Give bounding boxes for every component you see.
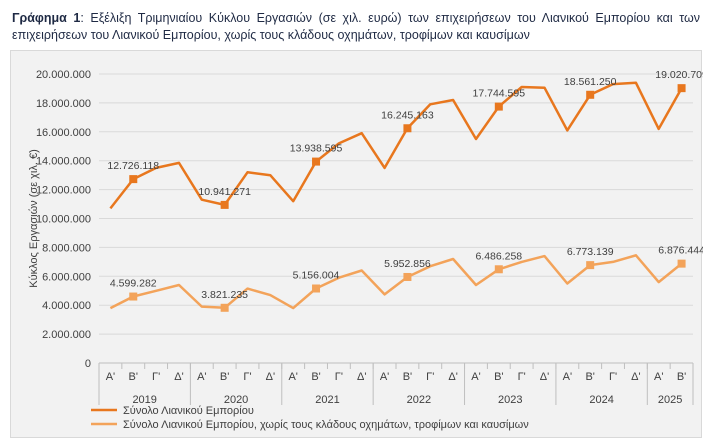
data-label: 6.486.258 xyxy=(475,250,522,262)
data-label: 13.938.595 xyxy=(290,143,343,155)
y-tick-label: 14.000.000 xyxy=(36,156,91,168)
data-point-marker xyxy=(403,272,412,281)
x-tick-label-quarter: Α' xyxy=(654,371,663,383)
x-tick-label-quarter: Γ' xyxy=(335,371,343,383)
data-label: 5.952.856 xyxy=(384,258,431,270)
x-tick-label-quarter: Δ' xyxy=(266,371,275,383)
x-tick-label-quarter: Α' xyxy=(380,371,389,383)
caption-text: : Εξέλιξη Τριμηνιαίου Κύκλου Εργασιών (σ… xyxy=(12,11,700,42)
x-tick-label-year: 2025 xyxy=(658,394,682,406)
data-point-marker xyxy=(586,90,595,99)
data-label: 4.599.282 xyxy=(110,278,157,290)
x-tick-label-quarter: Γ' xyxy=(152,371,160,383)
x-tick-label-quarter: Β' xyxy=(677,371,686,383)
data-label: 19.020.709 xyxy=(655,69,703,81)
data-point-marker xyxy=(586,261,595,270)
data-label: 3.821.235 xyxy=(201,289,248,301)
chart-area: 0 2.000.000 4.000.000 6.000.000 8.000.000 10.… xyxy=(10,50,703,438)
data-point-marker xyxy=(677,259,686,268)
data-point-marker xyxy=(494,265,503,274)
x-tick-label-quarter: Β' xyxy=(311,371,320,383)
x-tick-label-quarter: Δ' xyxy=(631,371,640,383)
data-label: 6.876.444 xyxy=(658,245,703,257)
y-axis-label: Κύκλος Εργασιών (σε χιλ. €) xyxy=(28,149,40,288)
y-tick-label: 16.000.000 xyxy=(36,127,91,139)
legend-label-2: Σύνολο Λιανικού Εμπορίου, χωρίς τους κλά… xyxy=(123,419,529,431)
data-label: 12.726.118 xyxy=(107,160,159,172)
series-line-1 xyxy=(109,81,683,210)
y-tick-label: 4.000.000 xyxy=(42,300,91,312)
y-tick-label: 18.000.000 xyxy=(36,98,91,110)
x-tick-label-quarter: Γ' xyxy=(426,371,434,383)
y-tick-label: 6.000.000 xyxy=(42,271,91,283)
x-tick-label-quarter: Β' xyxy=(403,371,412,383)
data-point-marker xyxy=(129,292,138,301)
x-tick-label-quarter: Α' xyxy=(197,371,206,383)
data-label: 5.156.004 xyxy=(293,269,340,281)
x-tick-label-year: 2022 xyxy=(407,394,431,406)
y-tick-label: 10.000.000 xyxy=(36,214,91,226)
y-tick-label: 20.000.000 xyxy=(36,69,91,81)
data-point-marker xyxy=(312,284,321,293)
legend-label-1: Σύνολο Λιανικού Εμπορίου xyxy=(123,405,254,417)
x-tick-label-quarter: Β' xyxy=(494,371,503,383)
x-tick-label-year: 2020 xyxy=(224,394,248,406)
y-tick-label: 8.000.000 xyxy=(42,242,91,254)
x-tick-label-quarter: Α' xyxy=(106,371,115,383)
data-point-marker xyxy=(677,84,686,93)
data-label: 6.773.139 xyxy=(567,246,614,258)
x-tick-label-quarter: Δ' xyxy=(448,371,457,383)
data-point-marker xyxy=(403,124,412,133)
x-tick-label-quarter: Δ' xyxy=(174,371,183,383)
data-label: 18.561.250 xyxy=(564,76,617,88)
x-tick-label-quarter: Α' xyxy=(288,371,297,383)
x-tick-label-quarter: Δ' xyxy=(540,371,549,383)
data-label: 16.245.163 xyxy=(381,109,434,121)
x-tick-label-quarter: Β' xyxy=(220,371,229,383)
data-point-marker xyxy=(312,157,321,166)
x-tick-label-quarter: Γ' xyxy=(243,371,251,383)
x-tick-label-quarter: Β' xyxy=(585,371,594,383)
x-tick-label-quarter: Α' xyxy=(471,371,480,383)
x-tick-label-year: 2021 xyxy=(315,394,339,406)
x-tick-label-quarter: Α' xyxy=(563,371,572,383)
x-tick-label-year: 2024 xyxy=(589,394,613,406)
x-tick-label-quarter: Δ' xyxy=(357,371,366,383)
x-tick-label-year: 2023 xyxy=(498,394,522,406)
data-point-marker xyxy=(494,102,503,111)
chart-caption: Γράφημα 1: Εξέλιξη Τριμηνιαίου Κύκλου Ερ… xyxy=(12,10,700,44)
data-label: 17.744.595 xyxy=(473,88,526,100)
x-tick-label-quarter: Γ' xyxy=(609,371,617,383)
data-point-marker xyxy=(220,303,229,312)
y-tick-label: 0 xyxy=(85,358,91,370)
data-point-marker xyxy=(220,200,229,209)
data-label: 10.941.271 xyxy=(198,186,251,198)
caption-label: Γράφημα 1 xyxy=(12,11,81,25)
line-chart: 0 2.000.000 4.000.000 6.000.000 8.000.000 10.… xyxy=(28,69,703,431)
x-tick-label-quarter: Γ' xyxy=(518,371,526,383)
y-tick-label: 12.000.000 xyxy=(36,185,91,197)
y-tick-label: 2.000.000 xyxy=(42,329,91,341)
data-point-marker xyxy=(129,175,138,184)
x-tick-label-quarter: Β' xyxy=(129,371,138,383)
x-tick-label-year: 2019 xyxy=(132,394,156,406)
